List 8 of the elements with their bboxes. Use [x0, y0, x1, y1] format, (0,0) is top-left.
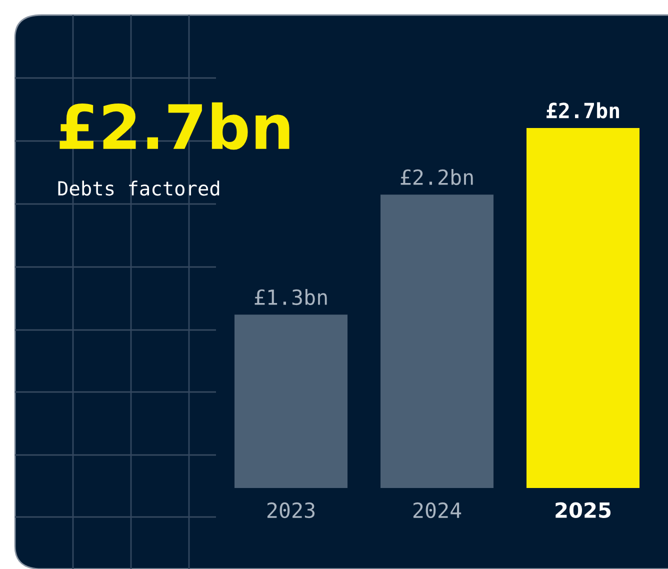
x-tick-label: 2025	[556, 502, 611, 518]
text: Debts factored	[58, 180, 220, 196]
data-label: £2.7bn	[546, 102, 619, 118]
chart-title: £2.7bn	[60, 102, 290, 150]
x-tick-label: 2023	[267, 502, 315, 518]
x-tick-label: 2024	[413, 502, 462, 518]
data-label: £2.2bn	[400, 168, 473, 186]
data-label: £1.3bn	[254, 288, 327, 306]
